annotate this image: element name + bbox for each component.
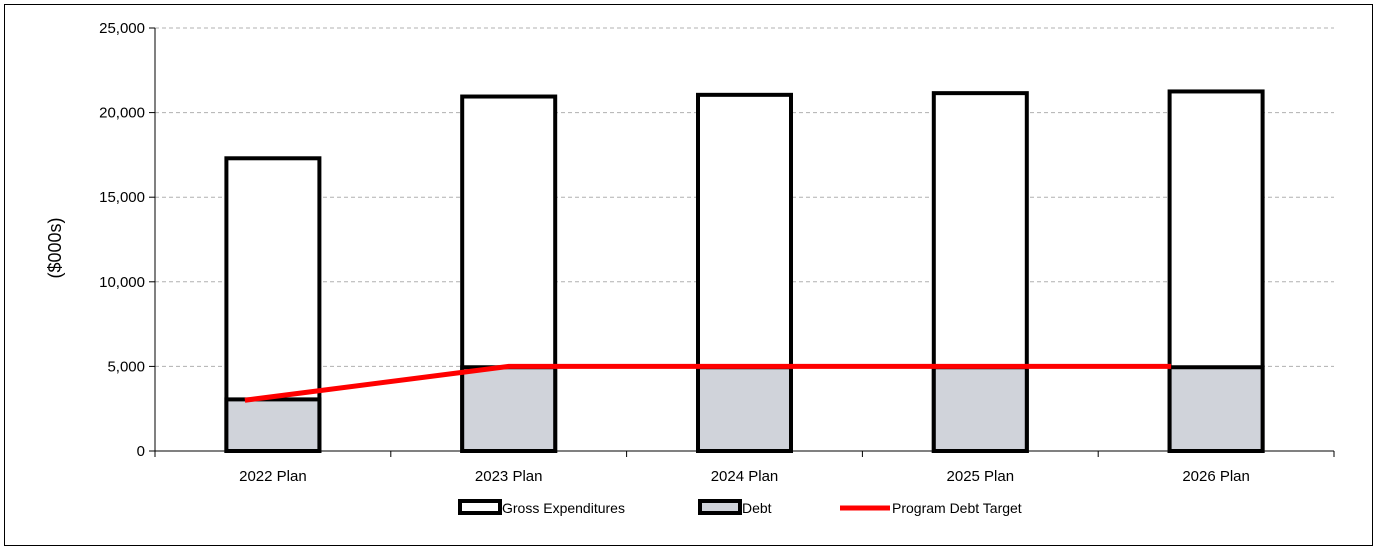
bars: [224, 89, 1265, 454]
chart-frame: 0 5,000 10,000 15,000 20,000 25,000 2022 Plan…: [4, 4, 1373, 546]
legend-label: Gross Expenditures: [502, 500, 625, 516]
debt-bar: [224, 397, 322, 454]
y-axis-title: ($000s): [45, 217, 65, 278]
x-tick-label: 2022 Plan: [239, 468, 307, 485]
x-tick-labels: 2022 Plan 2023 Plan 2024 Plan 2025 Plan 2026…: [239, 468, 1250, 485]
axes: [149, 27, 1335, 457]
legend-label: Debt: [742, 500, 772, 516]
debt-bar: [1167, 365, 1265, 453]
debt-bar: [931, 365, 1029, 453]
chart-svg: 0 5,000 10,000 15,000 20,000 25,000 2022 Plan…: [45, 20, 1335, 516]
x-tick-label: 2025 Plan: [947, 468, 1015, 485]
debt-bar: [460, 365, 558, 453]
y-tick-label: 10,000: [99, 274, 145, 291]
y-tick-label: 20,000: [99, 105, 145, 122]
legend-debt-swatch: [698, 499, 742, 515]
y-tick-labels: 0 5,000 10,000 15,000 20,000 25,000: [99, 20, 145, 460]
legend-label: Program Debt Target: [892, 500, 1022, 516]
y-tick-label: 0: [137, 443, 145, 460]
legend-gross-swatch: [458, 499, 502, 515]
x-tick-label: 2023 Plan: [475, 468, 543, 485]
debt-bar: [696, 365, 793, 453]
y-tick-label: 5,000: [107, 358, 145, 375]
target-line: [244, 363, 1172, 403]
y-tick-label: 25,000: [99, 20, 145, 37]
x-tick-label: 2024 Plan: [711, 468, 779, 485]
y-tick-label: 15,000: [99, 189, 145, 206]
x-tick-label: 2026 Plan: [1182, 468, 1250, 485]
legend: Gross Expenditures Debt Program Debt Targe…: [458, 499, 1022, 516]
